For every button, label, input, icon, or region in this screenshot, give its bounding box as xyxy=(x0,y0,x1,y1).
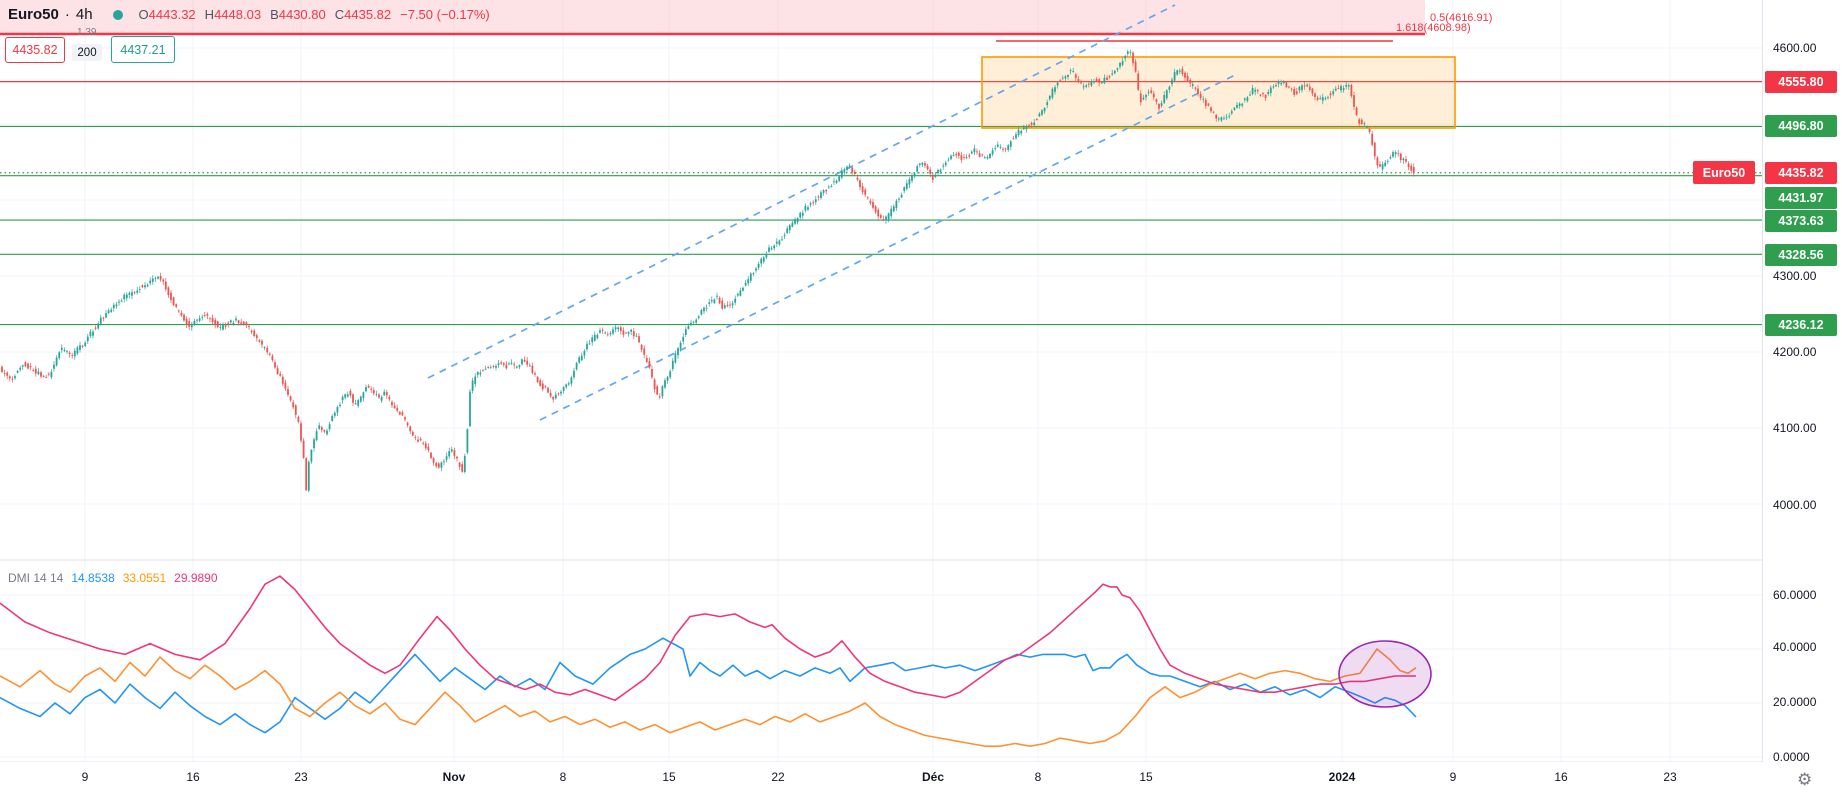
dmi-title[interactable]: DMI 14 14 xyxy=(8,571,64,585)
channel-upper-line xyxy=(427,4,1176,379)
change-value: −7.50 (−0.17%) xyxy=(400,7,490,22)
time-axis-label: 2024 xyxy=(1328,770,1356,784)
last-price-label-box: 4435.82 xyxy=(5,37,65,63)
time-axis-label: Déc xyxy=(921,770,945,784)
symbol-name[interactable]: Euro50 xyxy=(8,6,59,23)
time-axis-label: 16 xyxy=(186,770,200,784)
time-axis-label: Nov xyxy=(442,770,466,784)
dmi-legend: DMI 14 14 14.8538 33.0551 29.9890 xyxy=(8,571,218,585)
time-axis-label: 23 xyxy=(294,770,308,784)
interval-label[interactable]: 4h xyxy=(75,6,93,23)
fib-level-1618-label: 1.618(4608.98) xyxy=(1396,22,1471,34)
time-axis-label: 8 xyxy=(1034,770,1042,784)
price-axis-label: 40.0000 xyxy=(1773,640,1817,654)
price-level-label-box: 4431.97 xyxy=(1765,187,1837,209)
ma-length-badge: 200 xyxy=(72,44,102,61)
dmi-line-minus_di xyxy=(0,648,1417,748)
close-value: 4435.82 xyxy=(344,7,392,22)
high-key: H xyxy=(204,7,215,22)
price-axis-label: 4300.00 xyxy=(1773,269,1817,283)
price-axis[interactable]: 4600.00 4300.00 4200.00 4100.00 4000.00 60.00… xyxy=(1762,0,1842,764)
price-axis-label: 4600.00 xyxy=(1773,41,1817,55)
candle-bodies-down xyxy=(1,52,1415,491)
open-value: 4443.32 xyxy=(148,7,196,22)
fib-level-05-label: 0.5(4616.91) xyxy=(1430,12,1493,24)
time-axis-label: 15 xyxy=(662,770,676,784)
open-key: O xyxy=(138,7,149,22)
dmi-plus-di-value: 14.8538 xyxy=(71,571,115,585)
range-box-annotation xyxy=(981,56,1456,129)
market-status-dot-icon xyxy=(112,9,123,20)
price-axis-label: 4200.00 xyxy=(1773,345,1817,359)
legend-separator: · xyxy=(64,6,70,23)
price-axis-label: 4000.00 xyxy=(1773,498,1817,512)
dmi-adx-value: 29.9890 xyxy=(174,571,218,585)
time-axis-label: 23 xyxy=(1663,770,1677,784)
price-level-label-box: 4555.80 xyxy=(1765,71,1837,93)
ellipse-annotation xyxy=(1338,640,1432,708)
candle-bodies-up xyxy=(14,51,1405,491)
ohlc-values: O4443.32 H4448.03 B4430.80 C4435.82 −7.5… xyxy=(139,7,490,22)
time-axis-label: 15 xyxy=(1139,770,1153,784)
price-axis-label: 4100.00 xyxy=(1773,421,1817,435)
price-level-label-box: 4435.82 xyxy=(1765,162,1837,184)
fib-band xyxy=(0,0,1425,34)
time-axis-label: 8 xyxy=(559,770,567,784)
time-axis-label: 9 xyxy=(81,770,89,784)
low-key: B xyxy=(270,7,279,22)
time-axis-label: 9 xyxy=(1449,770,1457,784)
low-value: 4430.80 xyxy=(278,7,326,22)
price-level-label-box: 4328.56 xyxy=(1765,244,1837,266)
close-key: C xyxy=(334,7,345,22)
high-value: 4448.03 xyxy=(214,7,262,22)
dmi-line-adx xyxy=(0,575,1416,702)
indicator-small-value: 1.39 xyxy=(77,27,97,38)
chart-legend: Euro50 · 4h O4443.32 H4448.03 B4430.80 C… xyxy=(8,6,490,23)
price-level-label-box: 4373.63 xyxy=(1765,210,1837,232)
price-line-symbol-badge: Euro50 xyxy=(1693,161,1755,184)
price-axis-label: 60.0000 xyxy=(1773,588,1817,602)
time-axis[interactable]: 9 16 23 Nov 8 15 22 Déc 8 15 2024 9 16 23 xyxy=(0,762,1842,798)
time-axis-label: 22 xyxy=(771,770,785,784)
dmi-line-plus_di xyxy=(0,637,1417,734)
ma-value-label-box: 4437.21 xyxy=(111,36,175,63)
price-axis-label: 0.0000 xyxy=(1773,750,1810,764)
price-axis-label: 20.0000 xyxy=(1773,695,1817,709)
axis-settings-gear-icon[interactable]: ⚙ xyxy=(1797,770,1813,789)
price-level-label-box: 4496.80 xyxy=(1765,115,1837,137)
price-level-label-box: 4236.12 xyxy=(1765,314,1837,336)
time-axis-label: 16 xyxy=(1554,770,1568,784)
dmi-minus-di-value: 33.0551 xyxy=(122,571,167,585)
